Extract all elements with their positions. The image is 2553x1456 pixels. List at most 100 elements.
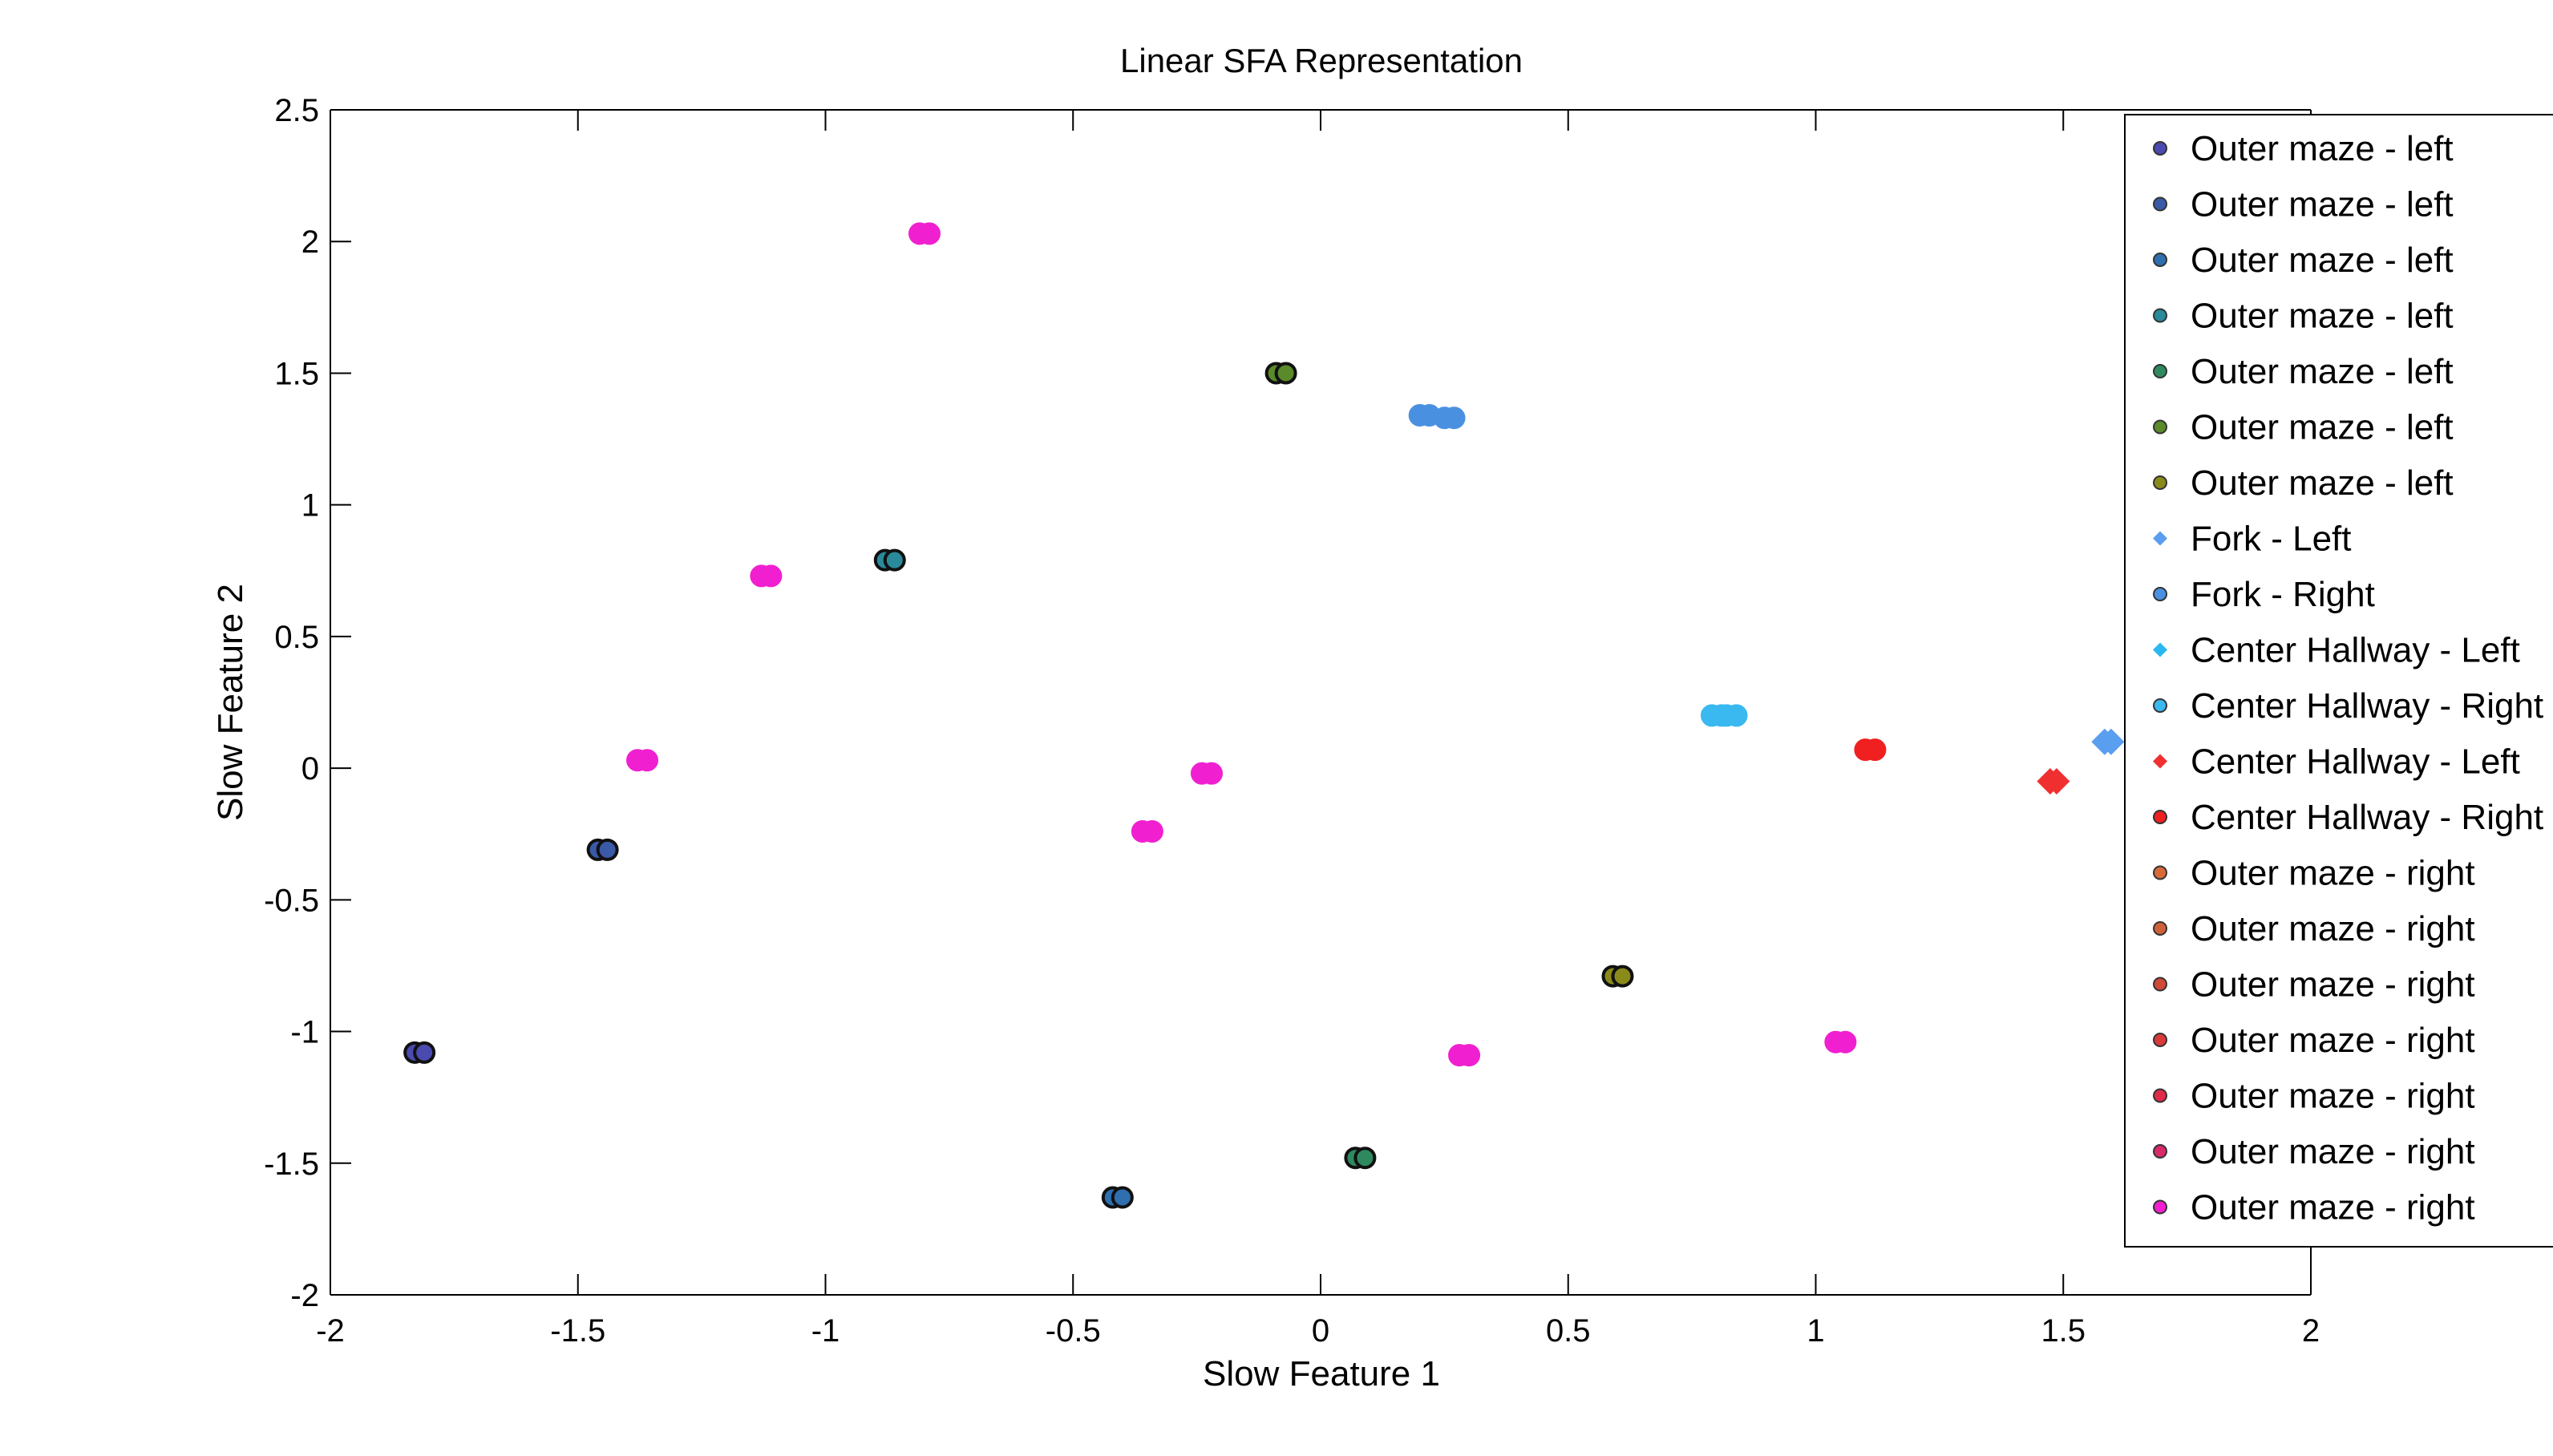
- legend-label: Center Hallway - Left: [2191, 742, 2520, 782]
- data-point: [1442, 406, 1466, 430]
- data-point: [1274, 362, 1297, 385]
- legend-item: Outer maze - right: [2153, 1077, 2475, 1116]
- legend-marker: [2153, 698, 2167, 713]
- legend-item: Outer maze - right: [2153, 965, 2475, 1005]
- data-point: [413, 1041, 436, 1064]
- x-tick-label: -2: [316, 1313, 345, 1349]
- legend-item: Outer maze - right: [2153, 1021, 2475, 1060]
- legend-marker: [2153, 475, 2167, 490]
- y-tick-label: -0.5: [264, 883, 319, 918]
- chart-title: Linear SFA Representation: [1120, 42, 1523, 79]
- legend-label: Outer maze - left: [2191, 129, 2454, 168]
- data-point: [1834, 1030, 1857, 1054]
- data-point: [2043, 768, 2070, 795]
- legend-marker: [2153, 754, 2167, 769]
- legend-label: Outer maze - left: [2191, 352, 2454, 391]
- legend-label: Center Hallway - Right: [2191, 686, 2543, 726]
- legend-item: Center Hallway - Right: [2153, 798, 2543, 837]
- x-tick-label: 0: [1312, 1313, 1329, 1349]
- legend-marker: [2153, 921, 2167, 936]
- legend-marker: [2153, 1144, 2167, 1159]
- legend-item: Outer maze - left: [2153, 129, 2454, 168]
- legend: Outer maze - left Outer maze - left Outer …: [2124, 114, 2553, 1248]
- legend-label: Outer maze - right: [2191, 854, 2475, 893]
- y-axis: 2.5 2 1.5 1 0.5 0 -0.5 -1 -1.5 -2: [264, 93, 2311, 1313]
- y-tick-label: -2: [290, 1278, 319, 1313]
- legend-item: Outer maze - left: [2153, 352, 2454, 391]
- legend-item: Outer maze - left: [2153, 297, 2454, 336]
- legend-item: Outer maze - right: [2153, 1188, 2475, 1227]
- x-tick-label: -1: [811, 1313, 840, 1349]
- x-tick-label: 0.5: [1546, 1313, 1591, 1349]
- legend-marker: [2153, 308, 2167, 323]
- legend-label: Outer maze - right: [2191, 909, 2475, 948]
- x-axis-label: Slow Feature 1: [1203, 1354, 1440, 1393]
- data-point: [883, 548, 906, 572]
- legend-label: Center Hallway - Right: [2191, 798, 2543, 837]
- y-axis-label: Slow Feature 2: [211, 584, 250, 821]
- legend-item: Fork - Left: [2153, 520, 2352, 559]
- legend-label: Outer maze - left: [2191, 297, 2454, 336]
- data-point: [1725, 704, 1748, 727]
- data-point: [759, 564, 783, 588]
- legend-marker: [2153, 1033, 2167, 1047]
- x-axis: -2 -1.5 -1 -0.5 0 0.5 1 1.5 2: [316, 110, 2320, 1349]
- legend-item: Outer maze - left: [2153, 463, 2454, 503]
- y-tick-label: 2: [301, 224, 319, 260]
- data-point: [1200, 762, 1223, 785]
- data-point: [636, 749, 659, 772]
- legend-label: Outer maze - left: [2191, 185, 2454, 224]
- data-point: [596, 838, 619, 861]
- x-tick-label: 1: [1807, 1313, 1824, 1349]
- legend-label: Outer maze - left: [2191, 241, 2454, 280]
- legend-item: Center Hallway - Left: [2153, 631, 2520, 670]
- legend-item: Outer maze - left: [2153, 408, 2454, 447]
- y-tick-label: -1.5: [264, 1147, 319, 1182]
- legend-marker: [2153, 1199, 2167, 1215]
- legend-label: Outer maze - right: [2191, 1021, 2475, 1060]
- legend-item: Outer maze - right: [2153, 854, 2475, 893]
- x-tick-label: 1.5: [2041, 1313, 2086, 1349]
- legend-marker: [2153, 977, 2167, 992]
- x-tick-label: -0.5: [1046, 1313, 1101, 1349]
- data-point: [1863, 738, 1887, 762]
- legend-item: Center Hallway - Right: [2153, 686, 2543, 726]
- y-tick-label: 0.5: [274, 620, 319, 655]
- legend-marker: [2153, 141, 2167, 156]
- data-markers: [403, 222, 2125, 1209]
- legend-marker: [2153, 364, 2167, 378]
- legend-item: Outer maze - right: [2153, 1132, 2475, 1171]
- legend-label: Fork - Right: [2191, 575, 2375, 614]
- y-tick-label: 2.5: [274, 93, 319, 128]
- legend-label: Outer maze - right: [2191, 965, 2475, 1005]
- x-tick-label: 2: [2302, 1313, 2320, 1349]
- legend-marker: [2153, 1088, 2167, 1103]
- legend-label: Outer maze - right: [2191, 1132, 2475, 1171]
- legend-marker: [2153, 865, 2167, 880]
- legend-item: Outer maze - right: [2153, 909, 2475, 948]
- y-tick-label: 1: [301, 488, 319, 524]
- data-point: [1611, 965, 1634, 988]
- legend-box: [2124, 114, 2553, 1248]
- legend-item: Outer maze - left: [2153, 241, 2454, 280]
- legend-item: Center Hallway - Left: [2153, 742, 2520, 782]
- y-tick-label: 0: [301, 751, 319, 787]
- y-tick-label: -1: [290, 1015, 319, 1050]
- data-point: [1111, 1186, 1134, 1209]
- legend-label: Outer maze - right: [2191, 1077, 2475, 1116]
- legend-marker: [2153, 196, 2167, 212]
- legend-item: Outer maze - left: [2153, 185, 2454, 224]
- data-point: [1353, 1147, 1377, 1170]
- legend-item: Fork - Right: [2153, 575, 2375, 614]
- legend-marker: [2153, 253, 2167, 267]
- data-point: [1140, 819, 1163, 843]
- legend-marker: [2153, 810, 2167, 824]
- data-point: [1458, 1044, 1481, 1067]
- legend-marker: [2153, 642, 2167, 657]
- data-point: [918, 222, 941, 245]
- data-point: [2098, 728, 2125, 755]
- legend-label: Center Hallway - Left: [2191, 631, 2520, 670]
- x-tick-label: -1.5: [550, 1313, 605, 1349]
- legend-label: Fork - Left: [2191, 520, 2352, 559]
